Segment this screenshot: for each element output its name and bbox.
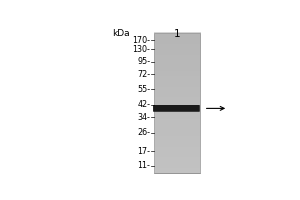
Text: 1: 1: [174, 29, 180, 39]
Text: 11-: 11-: [137, 161, 150, 170]
Text: 95-: 95-: [137, 57, 150, 66]
Text: 170-: 170-: [132, 36, 150, 45]
Text: kDa: kDa: [112, 29, 129, 38]
Text: 72-: 72-: [137, 70, 150, 79]
Text: 42-: 42-: [137, 100, 150, 109]
Text: 130-: 130-: [132, 45, 150, 54]
Text: 17-: 17-: [137, 147, 150, 156]
Text: 55-: 55-: [137, 85, 150, 94]
FancyBboxPatch shape: [154, 33, 200, 173]
Text: 34-: 34-: [137, 113, 150, 122]
Text: 26-: 26-: [137, 128, 150, 137]
FancyBboxPatch shape: [153, 105, 200, 112]
